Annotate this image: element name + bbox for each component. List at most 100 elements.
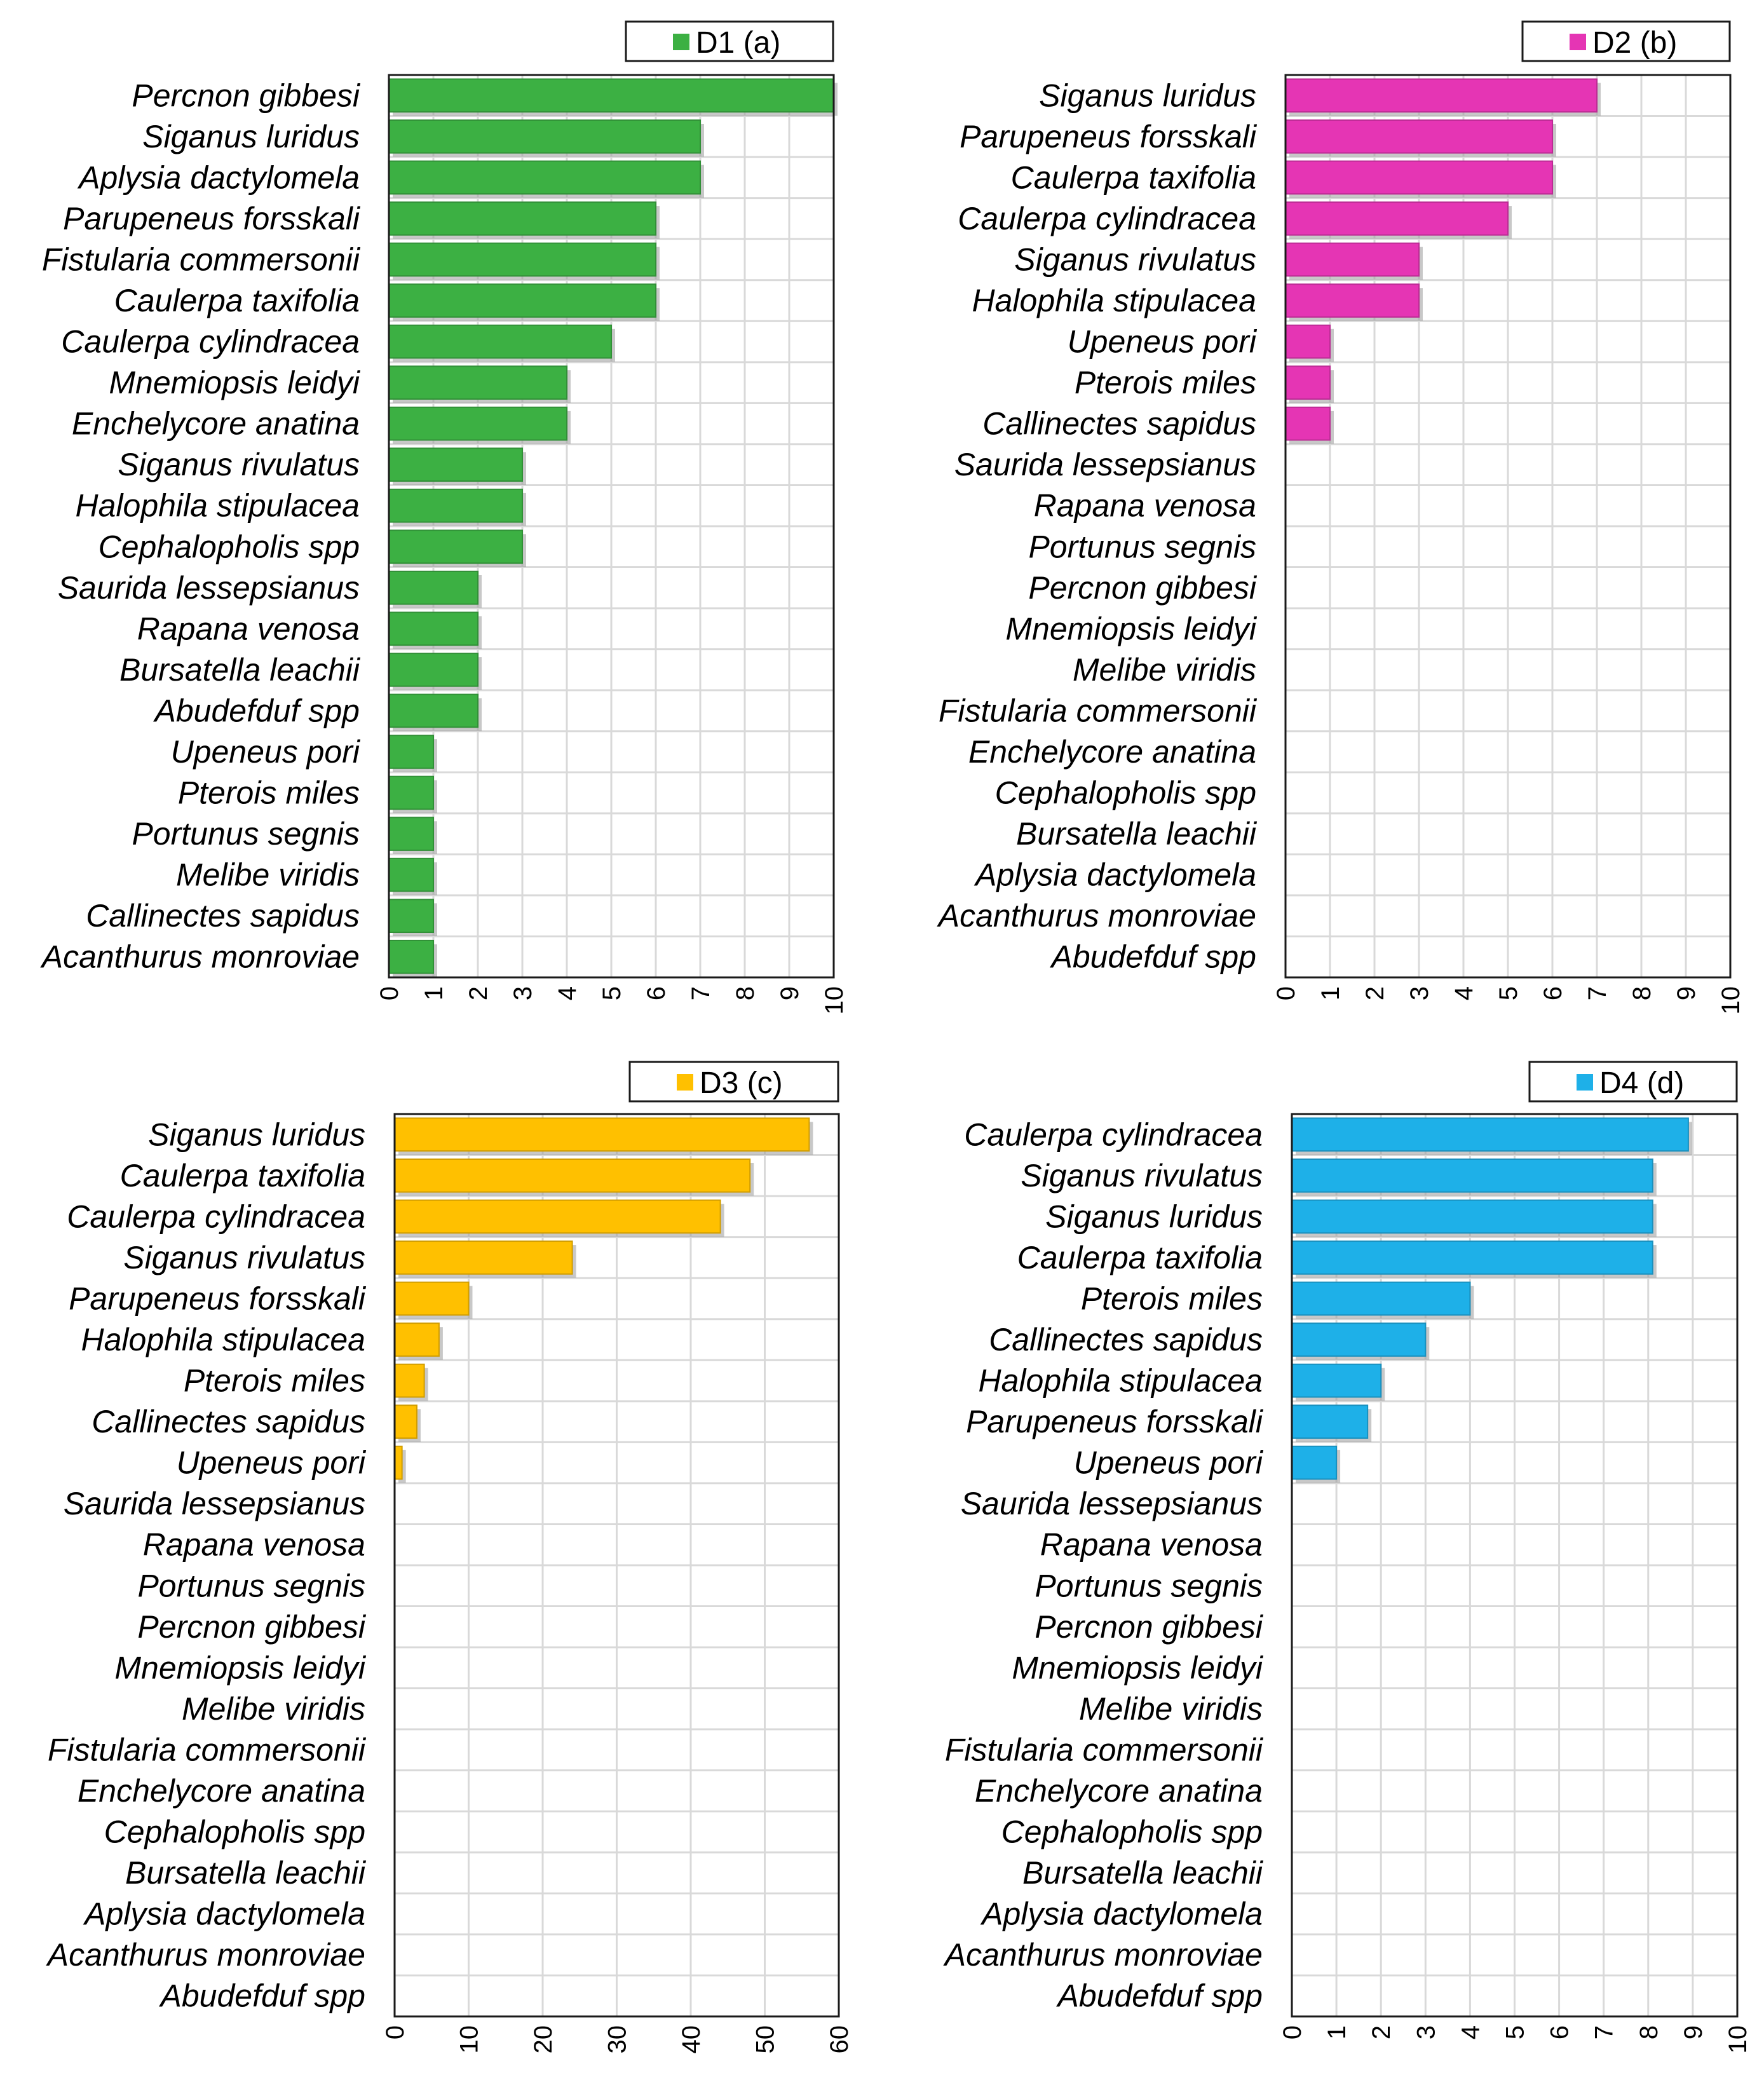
category-label: Caulerpa cylindracea bbox=[964, 1117, 1263, 1152]
category-label: Percnon gibbesi bbox=[1028, 570, 1257, 606]
bar-parupeneus-forsskali bbox=[388, 201, 656, 236]
category-label: Aplysia dactylomela bbox=[980, 1896, 1263, 1932]
category-label: Percnon gibbesi bbox=[1035, 1609, 1263, 1645]
category-label: Bursatella leachii bbox=[119, 652, 361, 688]
legend-swatch bbox=[673, 34, 689, 50]
bar-callinectes-sapidus bbox=[388, 899, 434, 934]
category-label: Abudefduf spp bbox=[159, 1978, 366, 2014]
category-label: Siganus luridus bbox=[148, 1117, 365, 1152]
category-label: Melibe viridis bbox=[1073, 652, 1256, 688]
bar-caulerpa-taxifolia bbox=[1285, 160, 1553, 195]
x-tick-label: 9 bbox=[1672, 986, 1700, 1000]
bar-abudefduf-spp bbox=[388, 693, 478, 728]
category-label: Mnemiopsis leidyi bbox=[114, 1650, 366, 1685]
bar-halophila-stipulacea bbox=[1291, 1363, 1382, 1398]
x-tick-label: 0 bbox=[376, 986, 404, 1000]
legend-box bbox=[1528, 1061, 1738, 1103]
bar-bursatella-leachii bbox=[388, 653, 478, 687]
bar-caulerpa-taxifolia bbox=[394, 1159, 751, 1193]
category-label: Fistularia commersonii bbox=[48, 1732, 367, 1767]
category-label: Portunus segnis bbox=[1035, 1568, 1263, 1603]
x-tick-label: 5 bbox=[1495, 986, 1523, 1000]
legend-label: D2 (b) bbox=[1592, 26, 1677, 60]
category-label: Abudefduf spp bbox=[1050, 939, 1257, 975]
legend-box bbox=[1521, 20, 1731, 62]
bar-upeneus-pori bbox=[394, 1445, 403, 1480]
category-label: Aplysia dactylomela bbox=[83, 1896, 365, 1932]
bar-percnon-gibbesi bbox=[388, 78, 834, 113]
bar-halophila-stipulacea bbox=[388, 488, 523, 523]
x-tick-label: 7 bbox=[1584, 986, 1611, 1000]
chart-panel-4: Caulerpa cylindracea Siganus rivulatus Sig… bbox=[943, 1061, 1752, 2054]
x-tick-label: 5 bbox=[598, 986, 626, 1000]
bar-melibe-viridis bbox=[388, 857, 434, 892]
x-tick-label: 20 bbox=[529, 2025, 557, 2054]
x-tick-label: 4 bbox=[553, 986, 581, 1000]
category-label: Caulerpa taxifolia bbox=[120, 1158, 365, 1193]
x-tick-label: 8 bbox=[731, 986, 759, 1000]
category-label: Siganus luridus bbox=[1045, 1199, 1263, 1234]
bar-callinectes-sapidus bbox=[1285, 406, 1331, 441]
bar-caulerpa-taxifolia bbox=[388, 283, 656, 318]
legend-swatch bbox=[677, 1074, 693, 1091]
category-label: Caulerpa cylindracea bbox=[958, 201, 1256, 236]
x-tick-label: 3 bbox=[509, 986, 537, 1000]
x-tick-label: 40 bbox=[677, 2025, 705, 2054]
x-tick-label: 4 bbox=[1450, 986, 1478, 1000]
category-label: Callinectes sapidus bbox=[92, 1404, 365, 1439]
plot-border bbox=[388, 74, 835, 979]
bar-siganus-luridus bbox=[1291, 1199, 1653, 1234]
category-label: Abudefduf spp bbox=[1056, 1978, 1263, 2014]
category-label: Caulerpa taxifolia bbox=[114, 283, 360, 318]
category-label: Pterois miles bbox=[184, 1363, 365, 1399]
category-label: Parupeneus forsskali bbox=[960, 119, 1258, 154]
chart-panel-3: Siganus luridus Caulerpa taxifolia Caulerp… bbox=[46, 1061, 853, 2054]
bar-rapana-venosa bbox=[388, 611, 478, 646]
legend-swatch bbox=[1577, 1074, 1593, 1091]
bar-pterois-miles bbox=[388, 775, 434, 810]
x-tick-label: 0 bbox=[381, 2025, 409, 2039]
bar-siganus-rivulatus bbox=[388, 447, 523, 482]
x-tick-label: 10 bbox=[1724, 2025, 1752, 2054]
category-label: Mnemiopsis leidyi bbox=[109, 365, 360, 400]
bar-upeneus-pori bbox=[1291, 1445, 1338, 1480]
bar-fistularia-commersonii bbox=[388, 242, 656, 277]
x-tick-label: 8 bbox=[1628, 986, 1656, 1000]
x-tick-label: 9 bbox=[776, 986, 804, 1000]
category-label: Siganus rivulatus bbox=[1014, 241, 1256, 277]
category-label: Halophila stipulacea bbox=[972, 283, 1256, 318]
bar-pterois-miles bbox=[1285, 365, 1331, 400]
bar-caulerpa-cylindracea bbox=[1291, 1117, 1689, 1152]
category-label: Acanthurus monroviae bbox=[943, 1937, 1263, 1973]
bar-halophila-stipulacea bbox=[394, 1322, 440, 1357]
x-tick-label: 2 bbox=[1367, 2025, 1395, 2039]
category-label: Rapana venosa bbox=[1040, 1527, 1263, 1563]
bar-portunus-segnis bbox=[388, 817, 434, 851]
category-label: Rapana venosa bbox=[143, 1527, 365, 1563]
x-tick-label: 3 bbox=[1406, 986, 1434, 1000]
category-label: Aplysia dactylomela bbox=[974, 857, 1256, 893]
category-label: Aplysia dactylomela bbox=[77, 160, 360, 195]
x-tick-label: 8 bbox=[1635, 2025, 1663, 2039]
x-tick-label: 2 bbox=[1361, 986, 1389, 1000]
category-label: Caulerpa cylindracea bbox=[61, 324, 360, 360]
bar-siganus-luridus bbox=[388, 119, 701, 154]
category-label: Siganus luridus bbox=[1039, 78, 1256, 113]
bar-pterois-miles bbox=[394, 1363, 425, 1398]
category-label: Mnemiopsis leidyi bbox=[1012, 1650, 1263, 1685]
category-label: Upeneus pori bbox=[177, 1445, 367, 1481]
bar-cephalopholis-spp bbox=[388, 529, 523, 564]
category-label: Enchelycore anatina bbox=[72, 406, 360, 442]
category-label: Halophila stipulacea bbox=[81, 1322, 365, 1357]
category-label: Parupeneus forsskali bbox=[966, 1404, 1264, 1439]
category-label: Caulerpa taxifolia bbox=[1011, 160, 1256, 195]
x-tick-label: 5 bbox=[1502, 2025, 1530, 2039]
category-label: Abudefduf spp bbox=[153, 693, 360, 728]
category-label: Halophila stipulacea bbox=[75, 488, 360, 524]
category-label: Rapana venosa bbox=[1034, 488, 1256, 524]
category-label: Acanthurus monroviae bbox=[937, 898, 1256, 934]
x-tick-label: 3 bbox=[1412, 2025, 1440, 2039]
legend-swatch bbox=[1570, 34, 1586, 50]
x-tick-label: 50 bbox=[752, 2025, 780, 2054]
